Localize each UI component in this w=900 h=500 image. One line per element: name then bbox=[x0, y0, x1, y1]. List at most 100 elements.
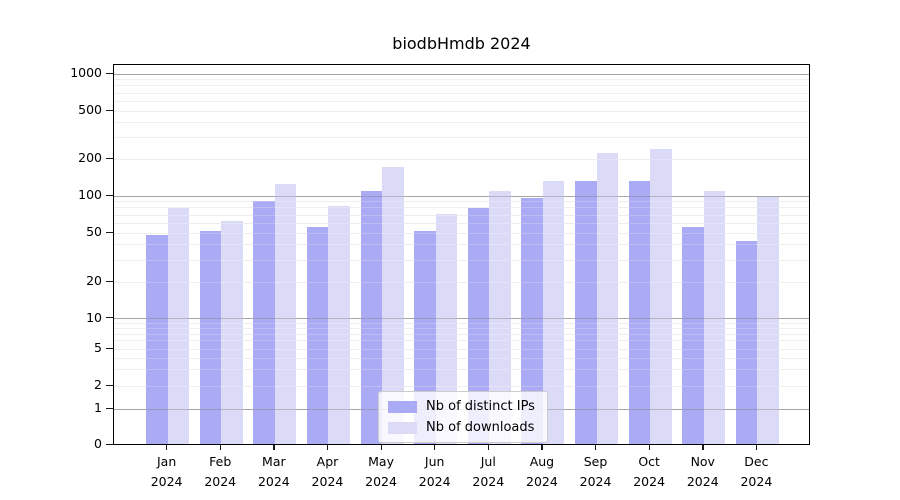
minor-gridline bbox=[114, 232, 809, 234]
bar-downloads bbox=[328, 205, 350, 444]
x-tick-label: Oct 2024 bbox=[633, 454, 666, 489]
x-tick-mark bbox=[273, 445, 275, 450]
y-tick-label: 10 bbox=[86, 309, 102, 325]
major-gridline bbox=[114, 195, 809, 197]
x-tick-mark bbox=[166, 445, 168, 450]
y-tick-label: 100 bbox=[78, 187, 102, 202]
x-tick-mark bbox=[487, 445, 490, 450]
y-tick-mark bbox=[106, 231, 113, 233]
y-tick-label: 0 bbox=[94, 436, 102, 451]
minor-gridline-overlay bbox=[114, 385, 809, 387]
x-tick-label: May 2024 bbox=[365, 454, 397, 489]
x-tick-mark bbox=[380, 445, 382, 450]
minor-gridline-overlay bbox=[114, 333, 809, 335]
bar-downloads bbox=[596, 153, 619, 444]
minor-gridline-overlay bbox=[114, 369, 809, 371]
y-tick-mark bbox=[106, 280, 113, 282]
bar-distinct-ips bbox=[467, 208, 490, 444]
minor-gridline bbox=[114, 79, 809, 81]
major-gridline-overlay bbox=[114, 318, 809, 319]
minor-gridline-overlay bbox=[114, 214, 809, 216]
bar-downloads bbox=[542, 181, 565, 444]
bar-distinct-ips bbox=[628, 181, 651, 444]
gridlines-over bbox=[114, 65, 809, 444]
bar-distinct-ips bbox=[146, 235, 168, 444]
x-tick-label: Apr 2024 bbox=[311, 454, 344, 489]
bars-layer bbox=[114, 65, 809, 444]
minor-gridline bbox=[114, 110, 809, 112]
minor-gridline bbox=[114, 207, 809, 209]
minor-gridline-overlay bbox=[114, 244, 809, 246]
minor-gridline bbox=[114, 222, 809, 224]
y-tick-mark bbox=[106, 407, 113, 409]
bar-downloads bbox=[650, 148, 672, 444]
major-gridline bbox=[114, 318, 809, 319]
x-tick-mark bbox=[595, 445, 597, 450]
gridlines-under bbox=[114, 65, 809, 444]
x-tick-label: Nov 2024 bbox=[686, 454, 719, 489]
plot-area bbox=[113, 64, 810, 445]
bar-downloads bbox=[167, 207, 190, 444]
minor-gridline bbox=[114, 85, 809, 87]
x-tick-mark bbox=[219, 445, 222, 450]
minor-gridline bbox=[114, 385, 809, 387]
minor-gridline bbox=[114, 333, 809, 335]
minor-gridline bbox=[114, 281, 809, 283]
y-tick-label: 50 bbox=[86, 224, 102, 239]
x-tick-mark bbox=[541, 445, 543, 450]
bar-distinct-ips bbox=[682, 226, 704, 444]
minor-gridline bbox=[114, 122, 809, 124]
minor-gridline bbox=[114, 201, 809, 203]
bar-downloads bbox=[489, 190, 511, 444]
minor-gridline bbox=[114, 214, 809, 216]
minor-gridline bbox=[114, 92, 809, 94]
minor-gridline bbox=[114, 100, 809, 102]
minor-gridline bbox=[114, 340, 809, 342]
y-tick-mark bbox=[106, 194, 113, 196]
minor-gridline bbox=[114, 327, 809, 329]
minor-gridline bbox=[114, 259, 809, 261]
x-tick-label: Dec 2024 bbox=[740, 454, 773, 489]
minor-gridline-overlay bbox=[114, 79, 809, 81]
bar-downloads bbox=[757, 197, 779, 444]
x-tick-label: Mar 2024 bbox=[257, 454, 290, 489]
x-tick-mark bbox=[755, 445, 758, 450]
legend-swatch-distinct-ips bbox=[388, 400, 417, 413]
x-tick-label: Jan 2024 bbox=[150, 454, 183, 489]
y-tick-mark bbox=[106, 443, 113, 445]
major-gridline-overlay bbox=[114, 195, 809, 197]
bar-distinct-ips bbox=[735, 241, 758, 444]
y-tick-label: 500 bbox=[78, 102, 102, 117]
bar-distinct-ips bbox=[360, 191, 383, 444]
minor-gridline bbox=[114, 322, 809, 324]
major-gridline bbox=[114, 73, 809, 75]
minor-gridline-overlay bbox=[114, 348, 809, 350]
minor-gridline-overlay bbox=[114, 232, 809, 234]
x-tick-label: Feb 2024 bbox=[204, 454, 237, 489]
major-gridline-overlay bbox=[114, 73, 809, 75]
legend-entry-downloads: Nb of downloads bbox=[388, 420, 535, 435]
minor-gridline-overlay bbox=[114, 158, 809, 160]
minor-gridline-overlay bbox=[114, 85, 809, 87]
minor-gridline bbox=[114, 158, 809, 160]
bar-distinct-ips bbox=[521, 197, 543, 444]
y-tick-label: 20 bbox=[86, 273, 102, 288]
bar-downloads bbox=[221, 221, 243, 444]
x-tick-mark bbox=[326, 445, 329, 450]
minor-gridline bbox=[114, 137, 809, 139]
y-tick-label: 200 bbox=[78, 150, 102, 165]
bar-downloads bbox=[703, 190, 726, 444]
minor-gridline-overlay bbox=[114, 281, 809, 283]
bar-distinct-ips bbox=[414, 230, 436, 444]
x-tick-label: Jun 2024 bbox=[418, 454, 451, 489]
x-tick-label: Sep 2024 bbox=[579, 454, 612, 489]
legend-entry-distinct-ips: Nb of distinct IPs bbox=[388, 399, 535, 414]
y-tick-label: 1 bbox=[94, 400, 102, 415]
minor-gridline-overlay bbox=[114, 340, 809, 342]
bar-downloads bbox=[435, 214, 458, 444]
bar-downloads bbox=[382, 166, 404, 444]
minor-gridline bbox=[114, 348, 809, 350]
bar-downloads bbox=[274, 183, 297, 444]
legend: Nb of distinct IPs Nb of downloads bbox=[378, 391, 548, 443]
